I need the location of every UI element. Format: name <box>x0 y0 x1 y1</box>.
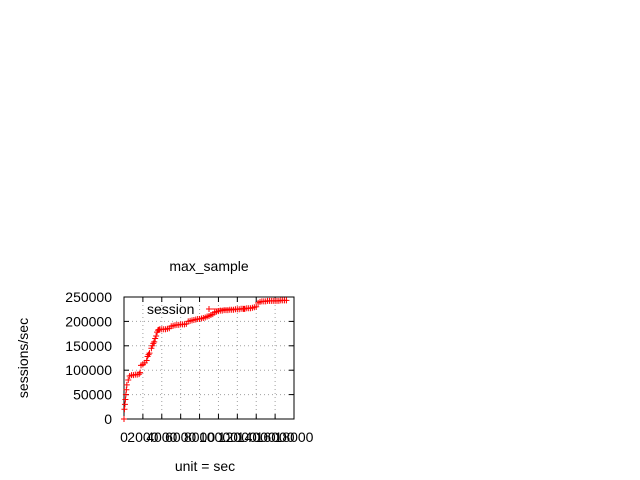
data-point <box>121 416 127 422</box>
y-tick-label: 150000 <box>65 338 112 354</box>
plot-frame <box>123 296 295 420</box>
data-point <box>125 376 132 383</box>
y-tick-label: 100000 <box>65 362 112 378</box>
data-point <box>145 351 152 358</box>
series-session <box>121 297 290 422</box>
data-point <box>123 381 130 388</box>
legend-label: session <box>147 301 194 317</box>
x-axis-label: unit = sec <box>175 458 235 474</box>
data-point <box>253 303 260 310</box>
x-tick-label: 8000 <box>184 429 215 445</box>
data-point <box>153 333 160 340</box>
data-point <box>283 297 290 304</box>
legend-marker <box>206 306 212 312</box>
x-tick-label: 6000 <box>165 429 196 445</box>
x-tick-label: 12000 <box>218 429 257 445</box>
data-point <box>136 371 143 378</box>
data-point <box>143 357 150 364</box>
x-tick-label: 2000 <box>127 429 158 445</box>
data-point <box>151 338 158 345</box>
x-tick-label: 10000 <box>199 429 238 445</box>
x-tick-label: 16000 <box>256 429 295 445</box>
y-tick-label: 50000 <box>73 387 112 403</box>
y-axis-label: sessions/sec <box>15 318 31 398</box>
x-tick-label: 14000 <box>237 429 276 445</box>
x-tick-label: 18000 <box>275 429 314 445</box>
legend: session <box>147 301 194 317</box>
x-tick-label: 4000 <box>146 429 177 445</box>
y-tick-label: 0 <box>104 411 112 427</box>
chart-title: max_sample <box>169 258 249 274</box>
data-point <box>137 369 144 376</box>
y-tick-label: 250000 <box>65 289 112 305</box>
data-point <box>146 350 153 357</box>
data-point <box>150 340 157 347</box>
x-tick-label: 0 <box>120 429 128 445</box>
y-tick-label: 200000 <box>65 313 112 329</box>
